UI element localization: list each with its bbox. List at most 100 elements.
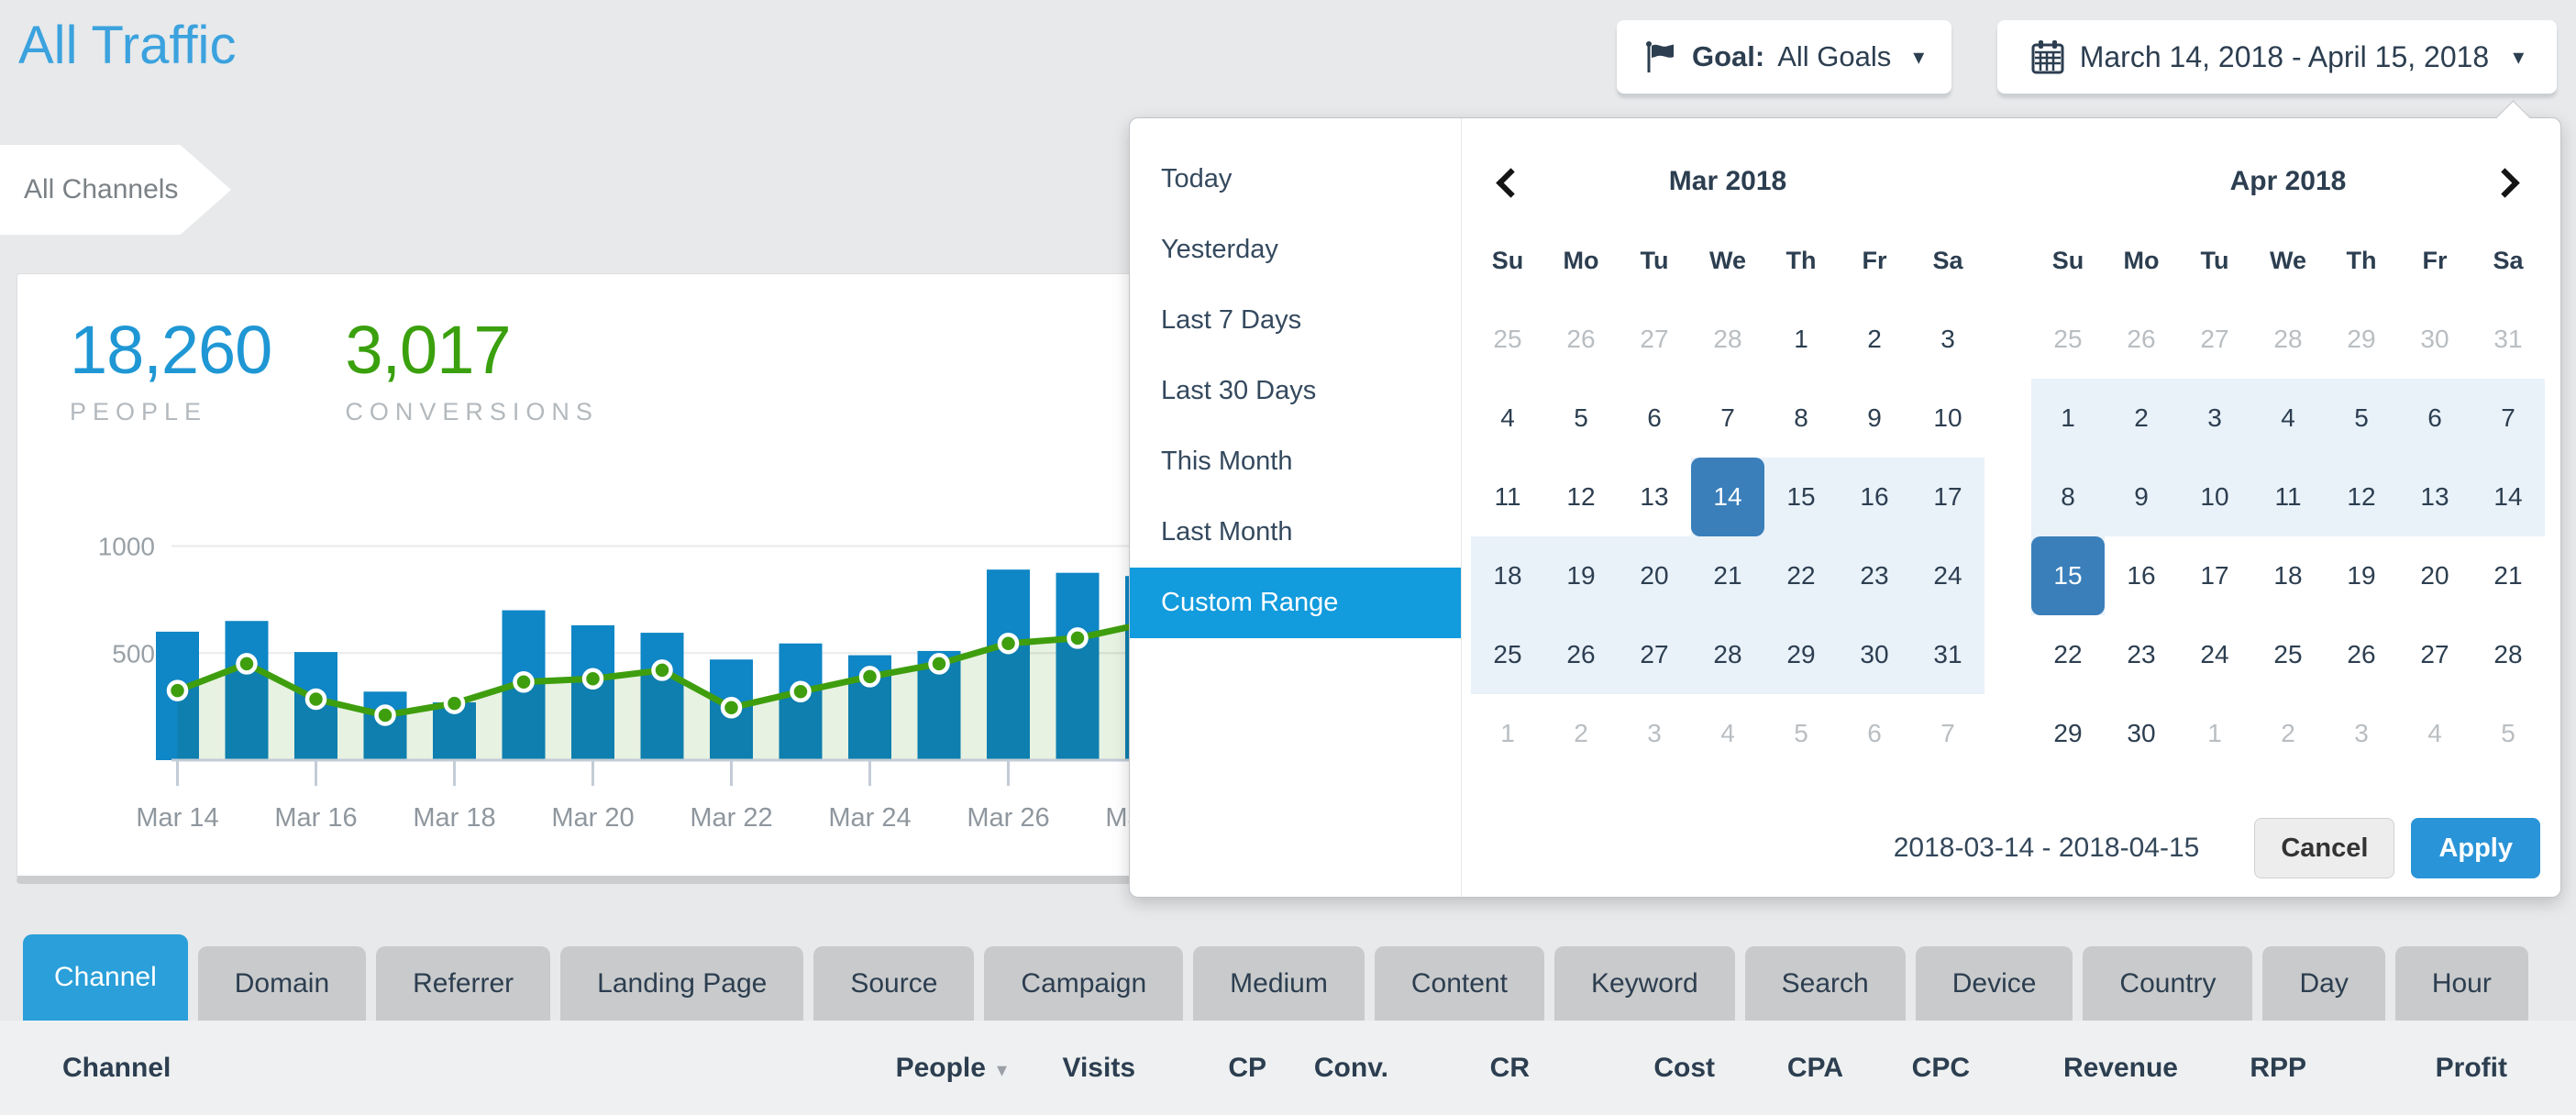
calendar-day[interactable]: 24 (2200, 640, 2229, 668)
calendar-day[interactable]: 21 (2493, 561, 2523, 590)
cancel-button[interactable]: Cancel (2254, 818, 2395, 878)
next-month-icon[interactable] (2490, 167, 2520, 198)
calendar-day[interactable]: 28 (1691, 615, 1764, 694)
calendar-day[interactable]: 18 (2273, 561, 2303, 590)
column-header-cost[interactable]: Cost (1653, 1053, 1715, 1083)
calendar-day[interactable]: 1 (2207, 719, 2222, 747)
preset-today[interactable]: Today (1161, 164, 1233, 193)
calendar-day[interactable]: 11 (1494, 482, 1521, 511)
calendar-day[interactable]: 3 (1940, 325, 1955, 353)
column-header-rpp[interactable]: RPP (2250, 1053, 2306, 1083)
calendar-day[interactable]: 29 (2053, 719, 2083, 747)
calendar-day[interactable]: 1 (2031, 379, 2105, 458)
calendar-day-selected[interactable]: 14 (1691, 458, 1764, 536)
calendar-day[interactable]: 8 (1794, 403, 1808, 432)
calendar-day[interactable]: 13 (2398, 458, 2471, 536)
column-header-conv-[interactable]: Conv. (1313, 1053, 1388, 1083)
calendar-day[interactable]: 18 (1471, 536, 1544, 615)
calendar-day[interactable]: 28 (2273, 325, 2303, 353)
calendar-day[interactable]: 12 (1566, 482, 1596, 511)
calendar-day[interactable]: 15 (1764, 458, 1838, 536)
calendar-day[interactable]: 27 (1640, 325, 1669, 353)
calendar-day[interactable]: 25 (1471, 615, 1544, 694)
tab-country[interactable]: Country (2083, 946, 2253, 1021)
tab-medium[interactable]: Medium (1193, 946, 1365, 1021)
calendar-day[interactable]: 6 (1647, 403, 1662, 432)
calendar-day[interactable]: 9 (2105, 458, 2178, 536)
calendar-day[interactable]: 16 (1838, 458, 1911, 536)
calendar-day[interactable]: 5 (2501, 719, 2515, 747)
calendar-day[interactable]: 23 (2127, 640, 2156, 668)
calendar-day[interactable]: 2 (1574, 719, 1588, 747)
tab-keyword[interactable]: Keyword (1553, 946, 1735, 1021)
calendar-day[interactable]: 14 (2471, 458, 2545, 536)
calendar-day[interactable]: 29 (2347, 325, 2376, 353)
date-range-button[interactable]: March 14, 2018 - April 15, 2018 ▾ (1997, 20, 2557, 94)
column-header-cr[interactable]: CR (1489, 1053, 1530, 1083)
preset-yesterday[interactable]: Yesterday (1161, 235, 1278, 264)
calendar-day[interactable]: 20 (2420, 561, 2449, 590)
calendar-day[interactable]: 21 (1691, 536, 1764, 615)
calendar-day[interactable]: 1 (1500, 719, 1515, 747)
calendar-day[interactable]: 10 (1933, 403, 1962, 432)
column-header-people[interactable]: People ▾ (895, 1053, 1007, 1083)
calendar-day[interactable]: 4 (2251, 379, 2325, 458)
column-header-profit[interactable]: Profit (2435, 1053, 2507, 1083)
calendar-day[interactable]: 4 (1500, 403, 1515, 432)
calendar-day[interactable]: 5 (1794, 719, 1808, 747)
tab-source[interactable]: Source (813, 946, 975, 1021)
tab-day[interactable]: Day (2262, 946, 2385, 1021)
column-header-revenue[interactable]: Revenue (2062, 1053, 2178, 1083)
calendar-day[interactable]: 16 (2127, 561, 2156, 590)
breadcrumb-all-channels[interactable]: All Channels (0, 145, 231, 235)
calendar-day[interactable]: 24 (1911, 536, 1985, 615)
tab-channel[interactable]: Channel (23, 934, 188, 1021)
calendar-day[interactable]: 13 (1640, 482, 1669, 511)
calendar-day[interactable]: 27 (2420, 640, 2449, 668)
calendar-day[interactable]: 22 (2053, 640, 2083, 668)
column-header-cp[interactable]: CP (1228, 1053, 1266, 1083)
calendar-day[interactable]: 2 (2105, 379, 2178, 458)
calendar-day[interactable]: 28 (2493, 640, 2523, 668)
calendar-day[interactable]: 6 (2398, 379, 2471, 458)
tab-device[interactable]: Device (1915, 946, 2073, 1021)
calendar-day[interactable]: 30 (2420, 325, 2449, 353)
calendar-day-selected[interactable]: 15 (2031, 536, 2105, 615)
calendar-day[interactable]: 26 (1544, 615, 1618, 694)
calendar-day[interactable]: 29 (1764, 615, 1838, 694)
calendar-day[interactable]: 4 (2427, 719, 2442, 747)
calendar-day[interactable]: 2 (2281, 719, 2295, 747)
calendar-day[interactable]: 3 (2354, 719, 2369, 747)
calendar-day[interactable]: 26 (2127, 325, 2156, 353)
calendar-day[interactable]: 27 (1618, 615, 1691, 694)
tab-referrer[interactable]: Referrer (376, 946, 551, 1021)
calendar-day[interactable]: 22 (1764, 536, 1838, 615)
column-header-cpa[interactable]: CPA (1786, 1053, 1843, 1083)
calendar-day[interactable]: 19 (1544, 536, 1618, 615)
preset-last-7-days[interactable]: Last 7 Days (1161, 305, 1302, 335)
calendar-day[interactable]: 20 (1618, 536, 1691, 615)
calendar-day[interactable]: 28 (1713, 325, 1742, 353)
calendar-day[interactable]: 30 (2127, 719, 2156, 747)
calendar-day[interactable]: 25 (2053, 325, 2083, 353)
calendar-day[interactable]: 31 (1911, 615, 1985, 694)
calendar-day[interactable]: 23 (1838, 536, 1911, 615)
calendar-day[interactable]: 10 (2178, 458, 2251, 536)
calendar-day[interactable]: 11 (2251, 458, 2325, 536)
calendar-day[interactable]: 31 (2493, 325, 2523, 353)
calendar-day[interactable]: 30 (1838, 615, 1911, 694)
calendar-day[interactable]: 25 (1493, 325, 1522, 353)
tab-hour[interactable]: Hour (2394, 946, 2528, 1021)
tab-domain[interactable]: Domain (197, 946, 367, 1021)
calendar-day[interactable]: 19 (2347, 561, 2376, 590)
calendar-day[interactable]: 7 (1940, 719, 1955, 747)
apply-button[interactable]: Apply (2411, 818, 2540, 878)
preset-last-30-days[interactable]: Last 30 Days (1161, 376, 1317, 405)
calendar-day[interactable]: 26 (1566, 325, 1596, 353)
goal-dropdown-button[interactable]: Goal: All Goals ▾ (1617, 20, 1952, 94)
calendar-day[interactable]: 26 (2347, 640, 2376, 668)
calendar-day[interactable]: 4 (1720, 719, 1735, 747)
calendar-day[interactable]: 5 (1574, 403, 1588, 432)
calendar-day[interactable]: 12 (2325, 458, 2398, 536)
calendar-day[interactable]: 27 (2200, 325, 2229, 353)
